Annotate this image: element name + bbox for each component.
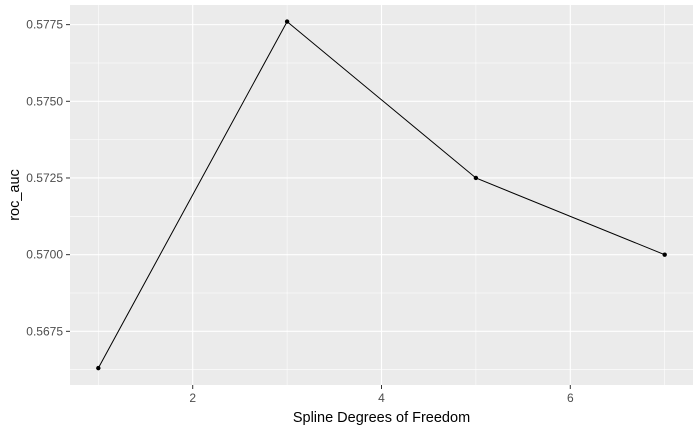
x-tick-label: 4 — [378, 391, 385, 405]
y-tick-label: 0.5675 — [26, 324, 63, 338]
x-tick-label: 2 — [189, 391, 196, 405]
axis-ticks — [66, 24, 571, 389]
axis-tick-labels: 2 4 6 0.5675 0.5700 0.5725 0.5750 0.5775 — [26, 18, 574, 405]
y-tick-label: 0.5775 — [26, 18, 63, 32]
data-point — [96, 365, 101, 371]
series-line — [97, 20, 665, 369]
y-tick-label: 0.5700 — [26, 248, 63, 262]
y-tick-label: 0.5725 — [26, 171, 63, 185]
series-points — [96, 19, 667, 371]
x-tick-label: 6 — [567, 391, 574, 405]
data-point — [662, 252, 667, 257]
data-point — [473, 175, 479, 181]
y-tick-label: 0.5750 — [26, 94, 63, 108]
x-axis-title: Spline Degrees of Freedom — [293, 410, 470, 426]
y-axis-title: roc_auc — [7, 169, 23, 221]
data-point — [284, 19, 290, 24]
